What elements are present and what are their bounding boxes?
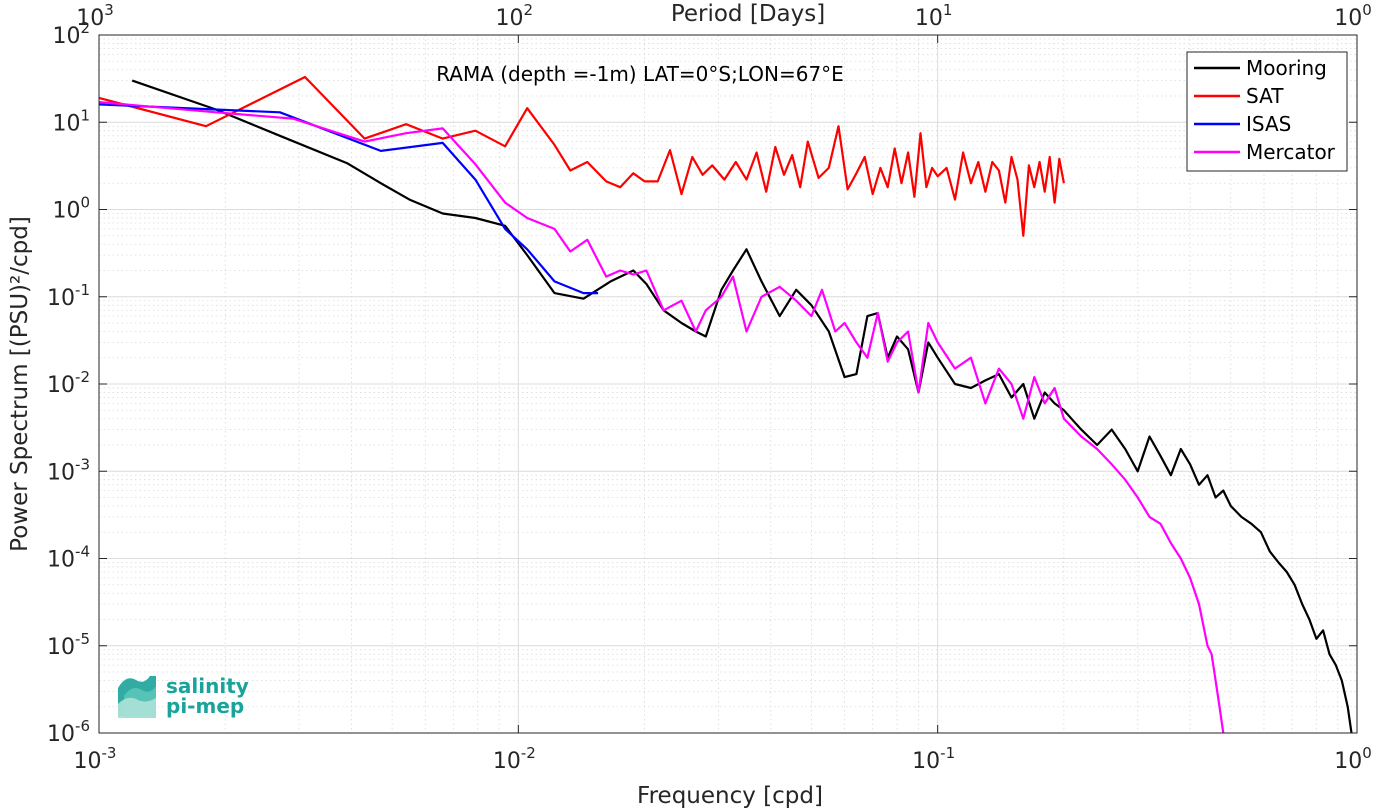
- legend-label-mercator: Mercator: [1246, 140, 1336, 164]
- y-tick-label: 10-2: [47, 368, 90, 398]
- series-layer: [98, 75, 1353, 734]
- series-line-mercator: [98, 101, 1225, 734]
- logo-text-line1: salinity: [166, 674, 249, 698]
- top-axis-label: Period [Days]: [671, 1, 825, 27]
- y-tick-label: 10-1: [47, 281, 90, 311]
- y-tick-label: 10-3: [47, 455, 90, 485]
- y-tick-label: 10-6: [47, 717, 90, 747]
- y-tick-label: 10-4: [47, 543, 90, 573]
- chart-title: RAMA (depth =-1m) LAT=0°S;LON=67°E: [436, 62, 844, 86]
- x2-tick-label: 101: [915, 1, 953, 31]
- legend-label-mooring: Mooring: [1246, 56, 1327, 80]
- x2-tick-label: 102: [496, 1, 534, 31]
- salinity-pi-mep-logo: salinity pi-mep: [118, 674, 249, 718]
- series-line-sat: [98, 75, 1065, 237]
- y-tick-label: 102: [52, 19, 90, 49]
- y-tick-label: 101: [52, 106, 90, 136]
- legend: Mooring SAT ISAS Mercator: [1186, 51, 1348, 172]
- legend-label-isas: ISAS: [1246, 112, 1291, 136]
- x2-tick-label: 100: [1334, 1, 1372, 31]
- minor-grid: [99, 35, 1357, 733]
- y-tick-label: 10-5: [47, 630, 90, 660]
- x-tick-label: 10-2: [493, 744, 536, 774]
- x-tick-label: 100: [1334, 744, 1372, 774]
- y-axis-label: Power Spectrum [(PSU)²/cpd]: [7, 216, 33, 552]
- waves-icon: [118, 676, 156, 718]
- logo-text-line2: pi-mep: [166, 694, 244, 718]
- x2-tick-label: 103: [76, 1, 114, 31]
- x-tick-label: 10-1: [912, 744, 955, 774]
- legend-label-sat: SAT: [1246, 84, 1284, 108]
- x-axis-label: Frequency [cpd]: [637, 783, 823, 809]
- y-tick-label: 100: [52, 194, 90, 224]
- x-tick-label: 10-3: [74, 744, 117, 774]
